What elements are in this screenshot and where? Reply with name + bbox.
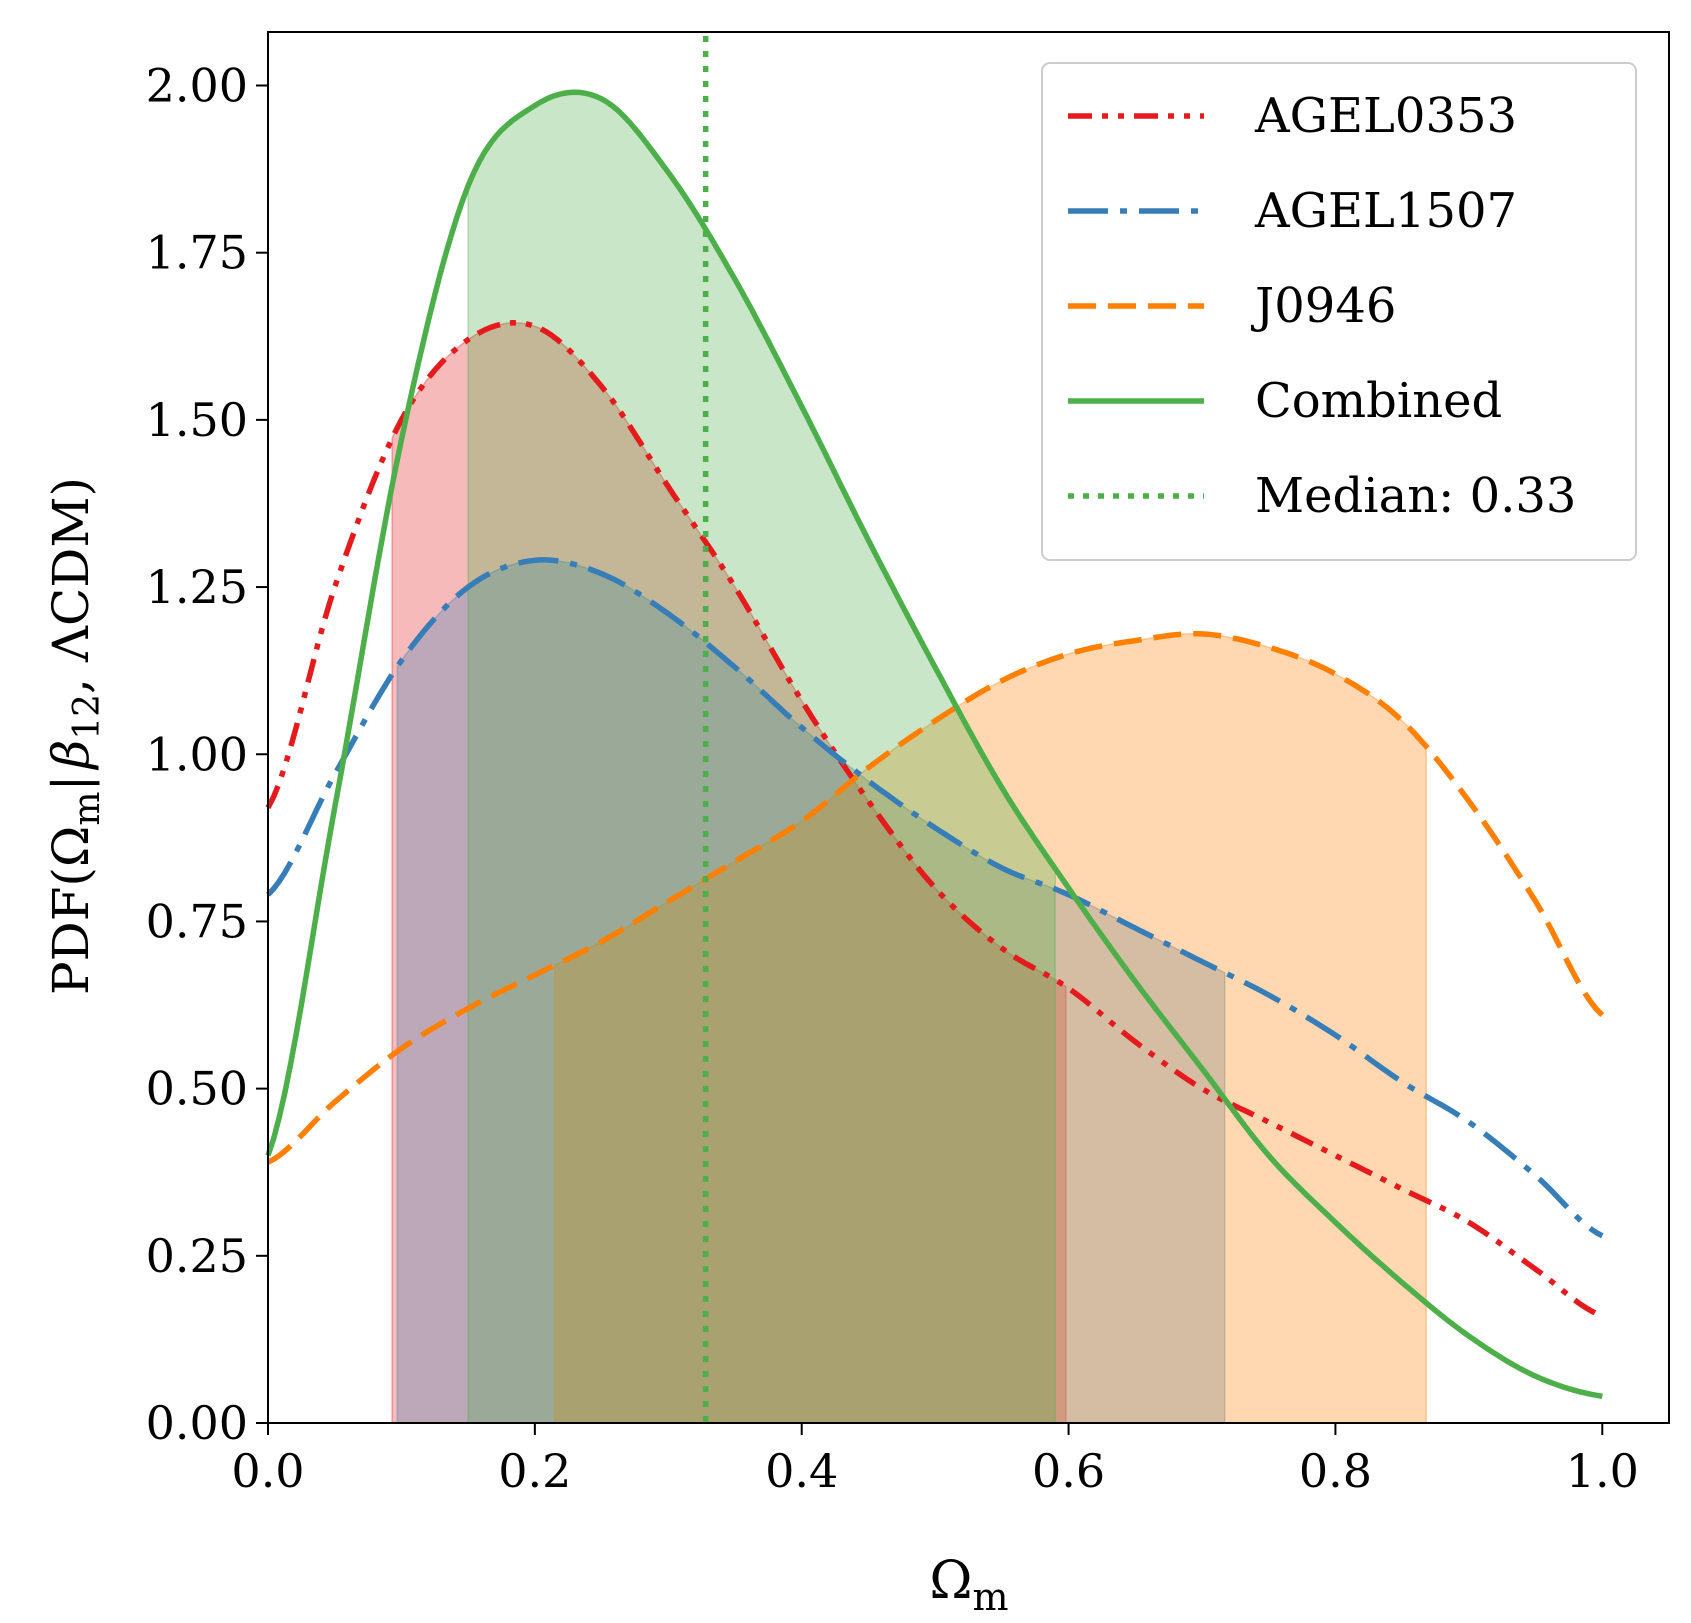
axes-frame <box>267 31 1670 1424</box>
y-tick-label: 0.50 <box>146 1062 248 1116</box>
x-tick-label: 0.8 <box>1299 1444 1372 1498</box>
y-tick-label: 1.50 <box>146 393 248 447</box>
series-line-j0946 <box>266 630 1605 1165</box>
series-lines <box>265 89 1605 1400</box>
series-line-agel0353 <box>265 320 1604 1319</box>
y-tick-label: 0.75 <box>146 894 248 948</box>
legend-label: Median: 0.33 <box>1255 468 1576 524</box>
y-tick-label: 2.00 <box>146 59 248 113</box>
series-line-agel1507 <box>266 557 1604 1239</box>
y-axis-ticks: 0.00 0.25 0.50 0.75 1.00 1.25 1.50 1.75 2.00 <box>146 59 268 1450</box>
x-axis-label: Ωm <box>929 1551 1008 1619</box>
legend: AGEL0353 AGEL1507 J0946 Combined Median: 0.3… <box>1041 62 1637 561</box>
legend-label: Combined <box>1255 373 1502 429</box>
y-tick-label: 1.25 <box>146 560 248 614</box>
x-axis-ticks: 0.0 0.2 0.4 0.6 0.8 1.0 <box>231 1423 1639 1498</box>
x-tick-label: 0.4 <box>765 1444 838 1498</box>
x-tick-label: 0.0 <box>231 1444 304 1498</box>
y-tick-label: 1.00 <box>146 727 248 781</box>
legend-label: AGEL1507 <box>1254 183 1517 239</box>
x-tick-label: 0.2 <box>498 1444 571 1498</box>
legend-label: J0946 <box>1250 278 1396 334</box>
y-axis-label: PDF(Ωm|β12, ΛCDM) <box>42 477 108 995</box>
x-tick-label: 1.0 <box>1566 1444 1639 1498</box>
legend-box <box>1041 62 1637 561</box>
credible-fill-combined <box>467 91 1056 1424</box>
credible-interval-fills <box>391 91 1427 1424</box>
series-line-combined <box>265 89 1603 1400</box>
x-tick-label: 0.6 <box>1032 1444 1105 1498</box>
y-tick-label: 0.00 <box>146 1396 248 1450</box>
legend-label: AGEL0353 <box>1254 88 1517 144</box>
y-tick-label: 0.25 <box>146 1229 248 1283</box>
y-tick-label: 1.75 <box>146 226 248 280</box>
